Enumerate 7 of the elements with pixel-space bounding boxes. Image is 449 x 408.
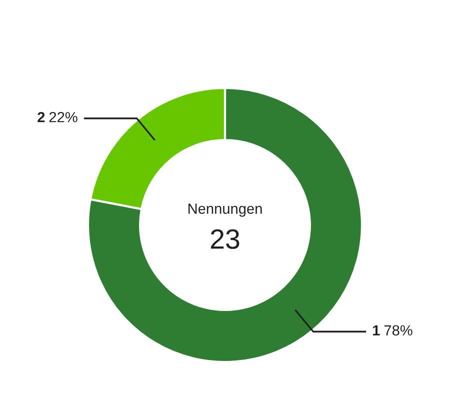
text: 23 — [210, 229, 240, 249]
slice-label: 2 — [38, 112, 45, 122]
slice-label: 1 — [373, 325, 380, 336]
data-label: 22% — [49, 112, 78, 122]
text: Nennungen — [188, 204, 262, 217]
donut-slice — [86, 86, 364, 364]
data-label: 78% — [384, 325, 412, 336]
